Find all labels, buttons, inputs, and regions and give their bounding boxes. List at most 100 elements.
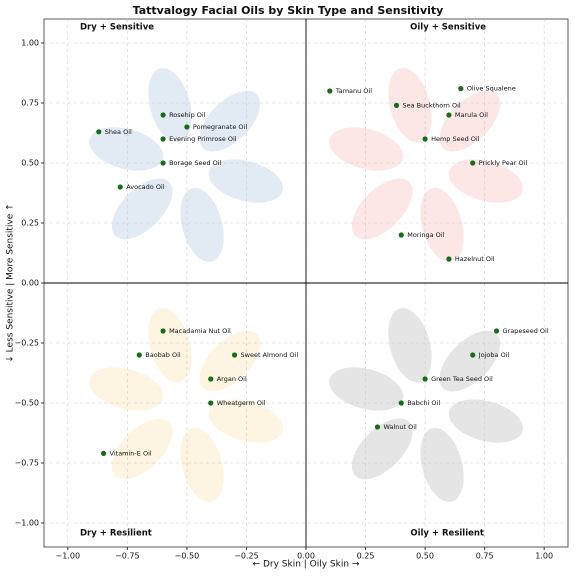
point (393, 102, 400, 108)
point (160, 112, 166, 118)
petal (351, 418, 413, 480)
x-tick-label: 0.50 (416, 552, 434, 561)
point-label: Pomegranate Oil (193, 123, 247, 131)
point (327, 88, 333, 94)
point (422, 136, 428, 142)
point-label: Vitamin-E Oil (110, 449, 152, 457)
y-tick-label: −0.25 (14, 339, 39, 348)
point (160, 160, 166, 166)
point-label: Wheatgerm Oil (217, 399, 266, 407)
petal (420, 427, 464, 502)
point (160, 136, 166, 142)
point-label: Evening Primrose Oil (169, 135, 237, 143)
petal (329, 127, 404, 171)
petal (329, 367, 404, 411)
x-tick-label: −0.50 (175, 552, 200, 561)
petal (420, 187, 464, 262)
point (96, 129, 102, 135)
petal (208, 399, 283, 443)
petal (148, 308, 192, 383)
petal (199, 330, 261, 392)
point (470, 160, 476, 166)
point-label: Avocado Oil (126, 183, 165, 191)
chart-title: Tattvalogy Facial Oils by Skin Type and … (133, 4, 444, 17)
point-label: Shea Oil (105, 128, 132, 136)
point (493, 328, 500, 334)
point (398, 232, 404, 238)
point-label: Argan Oil (217, 375, 247, 383)
petal (180, 187, 224, 262)
petal (148, 68, 192, 143)
petal (180, 427, 224, 502)
point (422, 376, 428, 382)
point-label: Borage Seed Oil (169, 159, 222, 167)
petal (351, 178, 413, 240)
y-tick-label: −0.75 (14, 459, 39, 468)
petal (111, 178, 173, 240)
point (208, 376, 214, 382)
point-label: Moringa Oil (407, 231, 444, 239)
point-label: Babchi Oil (407, 399, 440, 407)
quadrant-label: Dry + Resilient (80, 529, 152, 539)
y-tick-label: 0.00 (21, 279, 39, 288)
petal (448, 159, 523, 203)
petal (199, 90, 261, 152)
petal (439, 330, 501, 392)
x-axis-label: ← Dry Skin | Oily Skin → (253, 560, 360, 570)
y-axis-label: ↓ Less Sensitive | More Sensitive ↑ (6, 203, 16, 362)
petal (439, 90, 501, 152)
point-label: Green Tea Seed Oil (431, 375, 493, 383)
point-label: Grapeseed Oil (503, 327, 549, 335)
point (117, 184, 123, 190)
petal (388, 308, 432, 383)
point-label: Hemp Seed Oil (431, 135, 480, 143)
point-label: Hazelnut Oil (455, 255, 495, 263)
y-tick-label: 0.75 (21, 99, 39, 108)
petal (89, 367, 164, 411)
y-tick-label: 0.25 (21, 219, 39, 228)
point (470, 352, 476, 358)
y-tick-label: −0.50 (14, 399, 39, 408)
point-label: Sweet Almond Oil (241, 351, 299, 359)
quadrant-label: Oily + Resilient (410, 529, 484, 539)
point-label: Walnut Oil (383, 423, 417, 431)
x-tick-label: 0.00 (297, 552, 315, 561)
quadrant-label: Oily + Sensitive (410, 23, 486, 33)
point (458, 86, 464, 92)
point-label: Baobab Oil (145, 351, 181, 359)
x-tick-label: −1.00 (56, 552, 81, 561)
point (231, 352, 238, 358)
x-tick-label: −0.25 (234, 552, 259, 561)
point-label: Marula Oil (455, 111, 488, 119)
point (398, 400, 404, 406)
point (446, 112, 452, 118)
petal (388, 68, 432, 143)
point (184, 124, 190, 130)
point-label: Sea Buckthorn Oil (403, 101, 461, 109)
x-tick-label: 1.00 (535, 552, 553, 561)
x-tick-label: 0.75 (476, 552, 494, 561)
point-label: Prickly Pear Oil (479, 159, 528, 167)
petal (111, 418, 173, 480)
x-tick-label: −0.75 (115, 552, 140, 561)
point-label: Jojoba Oil (478, 351, 510, 359)
x-tick-label: 0.25 (357, 552, 375, 561)
point (136, 352, 142, 358)
petal (208, 159, 283, 203)
point (374, 424, 381, 430)
y-tick-label: 1.00 (21, 39, 39, 48)
y-tick-label: −1.00 (14, 519, 39, 528)
point-label: Tamanu Oil (335, 87, 372, 95)
point (160, 328, 166, 334)
point (446, 256, 452, 262)
y-tick-label: 0.50 (21, 159, 39, 168)
petal (89, 127, 164, 171)
point-label: Rosehip Oil (169, 111, 206, 119)
point (100, 450, 107, 456)
point-label: Macadamia Nut Oil (169, 327, 231, 335)
petal (448, 399, 523, 443)
point-label: Olive Squalene (467, 85, 516, 93)
quadrant-label: Dry + Sensitive (80, 23, 154, 33)
point (208, 400, 214, 406)
